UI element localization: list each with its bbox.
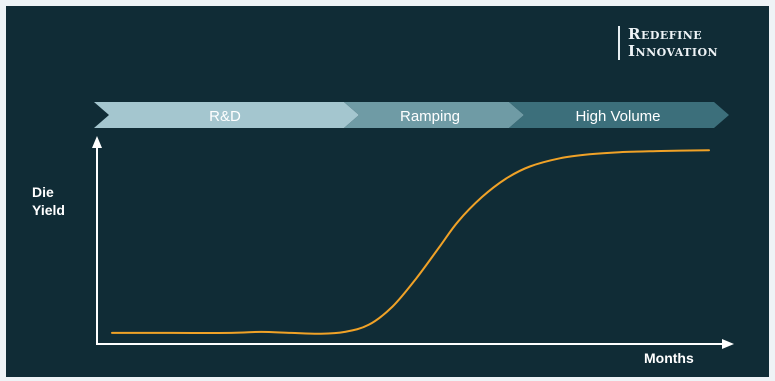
- y-axis-label-line-1: Die: [32, 184, 54, 200]
- y-axis-arrow-icon: [92, 136, 102, 148]
- brand-logo: Redefine Innovation: [618, 26, 718, 60]
- brand-line-2: Innovation: [628, 42, 719, 60]
- y-axis-label-line-2: Yield: [32, 202, 65, 218]
- brand-line-1: Redefine: [628, 25, 703, 43]
- phase-arrow-ramping: [344, 102, 524, 128]
- yield-chart: R&D Ramping High Volume Die Yield Months: [32, 102, 734, 366]
- phase-arrow-high-volume: [509, 102, 729, 128]
- yield-curve-series-line: [111, 149, 710, 335]
- phase-arrow-rd: [94, 102, 359, 128]
- x-axis-label: Months: [644, 350, 694, 366]
- phase-label-rd: R&D: [209, 108, 241, 125]
- slide: Redefine Innovation R&D Ramping High Vol…: [6, 6, 769, 377]
- phase-label-ramping: Ramping: [400, 108, 460, 125]
- phase-banner: R&D Ramping High Volume: [94, 102, 729, 128]
- phase-label-high-volume: High Volume: [575, 108, 660, 125]
- x-axis-arrow-icon: [722, 339, 734, 349]
